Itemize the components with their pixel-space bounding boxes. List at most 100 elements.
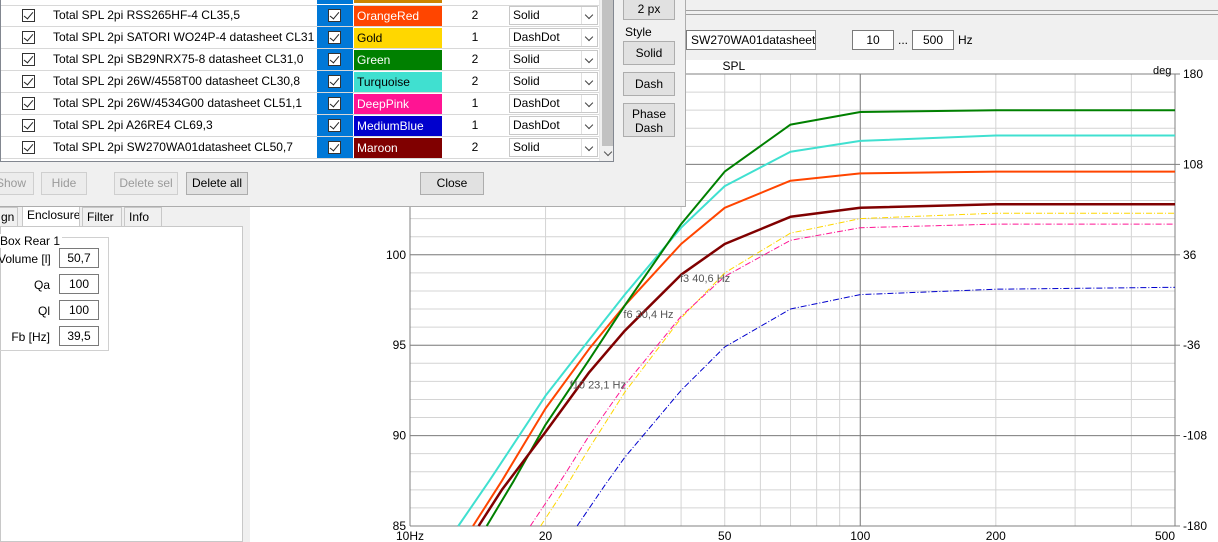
scroll-down-icon[interactable] [600, 146, 613, 161]
curve-width-cell[interactable]: 2 [471, 74, 479, 88]
chevron-down-icon[interactable] [581, 51, 597, 68]
fb-field[interactable]: 39,5 [59, 326, 99, 346]
curve-visible-cell[interactable] [317, 49, 353, 70]
phase-dash-line-1: Phase [631, 107, 667, 121]
enclosure-panel: gn Enclosure Filter Info Box Rear 1 Volu… [0, 200, 250, 542]
freq-min-field[interactable]: 10 [852, 30, 894, 50]
curve-visible-checkbox[interactable] [328, 97, 341, 110]
annotation-label: f3 40,6 Hz [680, 273, 730, 285]
freq-max-field[interactable]: 500 [912, 30, 954, 50]
y2-tick-label: -108 [1183, 429, 1207, 443]
chevron-down-icon[interactable] [581, 73, 597, 90]
table-row[interactable]: Total SPL 2pi 26W/4558T00 datasheet CL30… [1, 71, 601, 93]
curve-width-cell[interactable]: 2 [471, 140, 479, 154]
y-tick-label: 95 [393, 338, 407, 352]
table-row[interactable]: Total SPL 2pi 26W/4534G00 datasheet CL51… [1, 93, 601, 115]
curve-style-dropdown[interactable]: Solid [509, 138, 598, 157]
hide-button[interactable]: Hide [41, 172, 87, 195]
curve-color-cell[interactable]: OrangeRed [354, 6, 442, 26]
curve-width-cell[interactable]: 1 [471, 118, 479, 132]
volume-field[interactable]: 50,7 [59, 248, 99, 268]
curve-style-dropdown[interactable]: DashDot [509, 116, 598, 135]
table-row[interactable]: Total SPL 2pi SB29NRX75-8 datasheet CL31… [1, 49, 601, 71]
table-row[interactable]: Total SPL 2pi A26RE4 CL69,3 MediumBlue 1 Da… [1, 115, 601, 137]
curve-width-cell[interactable]: 1 [471, 96, 479, 110]
qa-label: Qa [33, 278, 50, 292]
y-tick-label: 100 [386, 248, 406, 262]
y2-axis-label: deg [1153, 65, 1171, 77]
tab-info[interactable]: Info [124, 207, 162, 227]
line-width-button[interactable]: 2 px [623, 0, 675, 20]
chevron-down-icon[interactable] [581, 29, 597, 46]
curve-width-cell[interactable]: 1 [471, 30, 479, 44]
y-tick-label: 85 [393, 519, 407, 533]
curve-style-value: DashDot [513, 30, 560, 44]
curve-color-cell[interactable]: Turquoise [354, 72, 442, 92]
curve-visible-checkbox[interactable] [328, 141, 341, 154]
curve-visible-checkbox[interactable] [328, 9, 341, 22]
curve-visible-cell[interactable] [317, 71, 353, 92]
x-tick-label: 100 [850, 529, 870, 542]
dash-style-button[interactable]: Dash [623, 72, 675, 96]
show-button[interactable]: Show [0, 172, 34, 195]
chevron-down-icon[interactable] [581, 117, 597, 134]
curve-width-cell[interactable]: 2 [471, 52, 479, 66]
curve-name-field[interactable]: SW270WA01datasheet C [686, 30, 816, 50]
table-row[interactable]: Total SPL 2pi SW270WA01datasheet CL50,7 M… [1, 137, 601, 159]
curve-style-dropdown[interactable]: Solid [509, 50, 598, 69]
curve-select-checkbox[interactable] [22, 31, 35, 44]
grid-scrollbar[interactable] [599, 0, 613, 161]
curve-style-dropdown[interactable]: DashDot [509, 94, 598, 113]
curve-color-cell[interactable]: Green [354, 50, 442, 70]
partial-visible-cell [317, 0, 353, 4]
chevron-down-icon[interactable] [581, 95, 597, 112]
curve-visible-cell[interactable] [317, 115, 353, 136]
curve-name-cell: Total SPL 2pi SB29NRX75-8 datasheet CL31… [53, 52, 304, 66]
tab-filter[interactable]: Filter [82, 207, 122, 227]
table-row[interactable]: Total SPL 2pi SATORI WO24P-4 datasheet C… [1, 27, 601, 49]
chart-title: SPL [723, 60, 746, 73]
curve-color-cell[interactable]: Maroon [354, 138, 442, 158]
curve-visible-checkbox[interactable] [328, 53, 341, 66]
curve-width-cell[interactable]: 2 [471, 8, 479, 22]
chevron-down-icon[interactable] [581, 7, 597, 24]
curve-color-cell[interactable]: Gold [354, 28, 442, 48]
chevron-down-icon[interactable] [581, 139, 597, 156]
ql-field[interactable]: 100 [59, 300, 99, 320]
curve-visible-checkbox[interactable] [328, 75, 341, 88]
y-tick-label: 90 [393, 429, 407, 443]
curve-style-dropdown[interactable]: Solid [509, 72, 598, 91]
curve-visible-checkbox[interactable] [328, 119, 341, 132]
series-line [485, 109, 1175, 527]
freq-range-separator: ... [898, 33, 909, 47]
curve-select-checkbox[interactable] [22, 119, 35, 132]
curve-select-checkbox[interactable] [22, 75, 35, 88]
curve-style-value: Solid [513, 52, 540, 66]
curve-visible-cell[interactable] [317, 93, 353, 114]
delete-selected-button[interactable]: Delete sel [114, 172, 178, 195]
delete-all-button[interactable]: Delete all [186, 172, 248, 195]
curve-select-checkbox[interactable] [22, 9, 35, 22]
curve-visible-cell[interactable] [317, 137, 353, 158]
curve-style-dropdown[interactable]: DashDot [509, 28, 598, 47]
curve-color-cell[interactable]: MediumBlue [354, 116, 442, 136]
solid-style-button[interactable]: Solid [623, 41, 675, 65]
close-button[interactable]: Close [420, 172, 484, 195]
curve-select-checkbox[interactable] [22, 141, 35, 154]
box-rear-group: Box Rear 1 Volume [l] 50,7 Qa 100 Ql 100… [0, 234, 109, 351]
y2-tick-label: -180 [1183, 519, 1207, 533]
curve-color-cell[interactable]: DeepPink [354, 94, 442, 114]
curve-name-cell: Total SPL 2pi 26W/4558T00 datasheet CL30… [53, 74, 301, 88]
grid-scrollbar-thumb[interactable] [602, 0, 613, 146]
curve-visible-checkbox[interactable] [328, 31, 341, 44]
qa-field[interactable]: 100 [59, 274, 99, 294]
phase-dash-style-button[interactable]: Phase Dash [623, 103, 675, 137]
tab-enclosure[interactable]: Enclosure [22, 205, 80, 227]
curve-visible-cell[interactable] [317, 27, 353, 48]
curve-visible-cell[interactable] [317, 5, 353, 26]
table-row[interactable]: Total SPL 2pi RSS265HF-4 CL35,5 OrangeRed… [1, 5, 601, 27]
curve-select-checkbox[interactable] [22, 53, 35, 66]
curve-select-checkbox[interactable] [22, 97, 35, 110]
curve-style-dropdown[interactable]: Solid [509, 6, 598, 25]
tab-design[interactable]: gn [0, 207, 18, 227]
